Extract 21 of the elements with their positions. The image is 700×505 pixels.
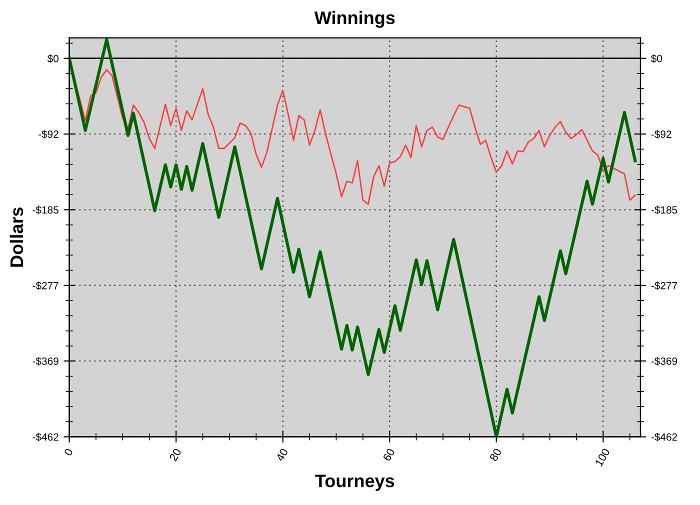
y-tick-label: -$185 — [32, 206, 58, 214]
y-tick-label: -$92 — [38, 130, 58, 139]
y-tick-label: $0 — [47, 54, 58, 63]
chart-title: Winnings — [314, 10, 395, 28]
x-tick-label: 40 — [276, 448, 288, 462]
y2-tick-label: $0 — [651, 54, 662, 63]
y2-tick-label: -$92 — [651, 130, 672, 139]
y2-tick-label: -$277 — [651, 282, 678, 290]
y2-tick-label: -$369 — [651, 357, 678, 366]
x-tick-label: 0 — [64, 448, 74, 456]
x-tick-label: 100 — [594, 448, 610, 467]
x-axis-title: Tourneys — [315, 474, 394, 491]
y-tick-label: -$462 — [32, 432, 58, 442]
x-tick-label: 80 — [489, 448, 502, 462]
y2-tick-label: -$462 — [651, 432, 678, 442]
y-axis-title: Dollars — [10, 207, 24, 267]
y-tick-label: -$277 — [32, 282, 58, 290]
y-tick-label: -$369 — [32, 357, 58, 366]
x-tick-label: 20 — [169, 448, 182, 462]
y2-tick-label: -$185 — [651, 206, 678, 214]
x-tick-label: 60 — [382, 448, 396, 462]
